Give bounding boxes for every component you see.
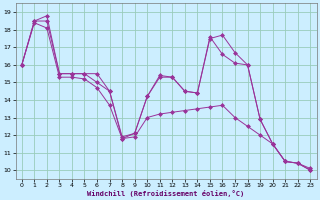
X-axis label: Windchill (Refroidissement éolien,°C): Windchill (Refroidissement éolien,°C) (87, 190, 245, 197)
